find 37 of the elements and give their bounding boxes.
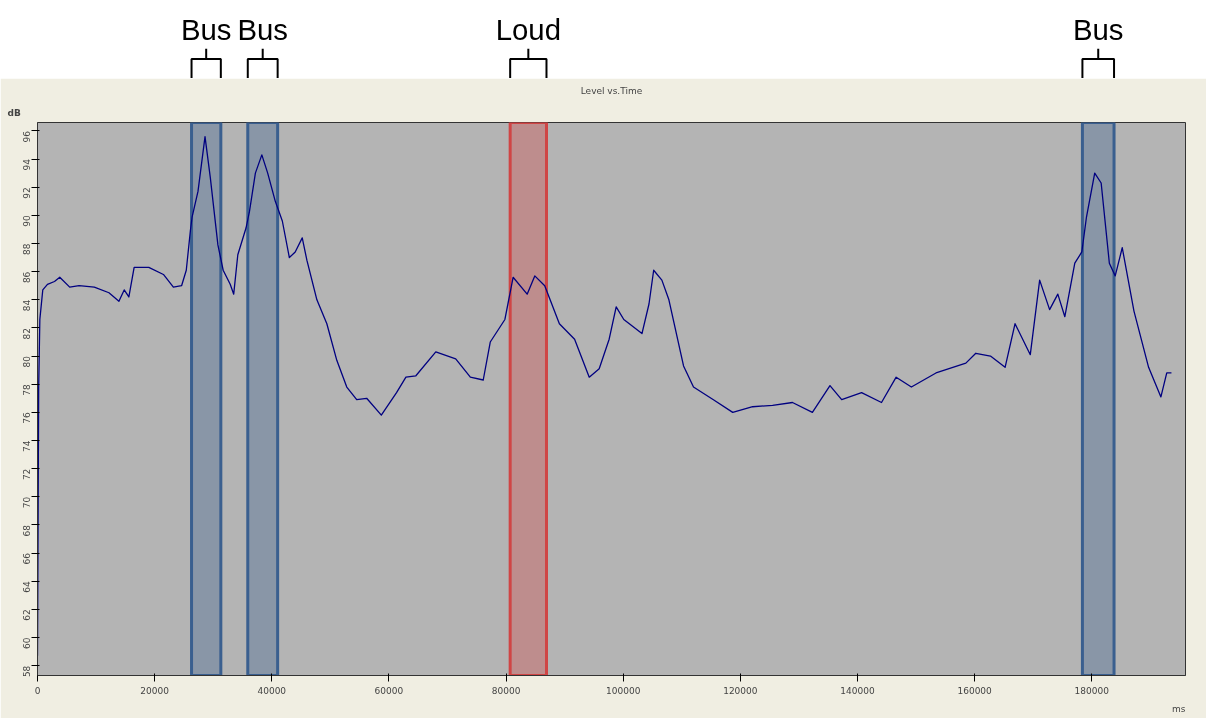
band-label: Bus xyxy=(180,12,232,46)
y-tick-label: 92 xyxy=(22,187,32,199)
y-tick-label: 80 xyxy=(22,355,32,368)
x-tick-label: 120000 xyxy=(723,685,758,696)
y-tick-label: 60 xyxy=(22,637,32,649)
y-tick-label: 62 xyxy=(22,609,32,621)
x-tick-label: 40000 xyxy=(257,685,287,696)
x-tick-label: 80000 xyxy=(491,685,521,696)
y-tick-label: 78 xyxy=(22,383,32,396)
y-tick-label: 84 xyxy=(22,299,32,312)
y-tick-label: 76 xyxy=(22,412,32,424)
y-tick-label: 74 xyxy=(22,440,32,452)
band-label: Bus xyxy=(237,12,288,46)
chart-title: Level vs.Time xyxy=(580,85,643,96)
y-tick-label: 58 xyxy=(22,665,32,678)
y-tick-label: 72 xyxy=(22,468,32,481)
x-tick-label: 160000 xyxy=(957,685,993,696)
y-tick-label: 68 xyxy=(22,524,32,537)
x-tick-label: 180000 xyxy=(1074,685,1110,696)
x-tick-label: 20000 xyxy=(140,685,170,696)
y-tick-label: 86 xyxy=(22,271,32,284)
y-tick-label: 94 xyxy=(22,158,32,171)
y-axis-title: dB xyxy=(7,107,21,118)
x-axis-title: ms xyxy=(1172,703,1186,714)
y-tick-label: 70 xyxy=(22,496,32,509)
y-tick-label: 96 xyxy=(22,130,32,143)
band-label: Loud xyxy=(495,12,561,46)
y-tick-label: 64 xyxy=(22,580,32,593)
y-tick-label: 90 xyxy=(22,215,32,227)
y-tick-label: 88 xyxy=(22,243,32,255)
band-label: Bus xyxy=(1072,12,1124,46)
x-tick-label: 100000 xyxy=(606,685,641,696)
y-tick-label: 66 xyxy=(22,552,32,565)
x-tick-label: 0 xyxy=(34,685,41,696)
y-tick-label: 82 xyxy=(22,327,32,340)
x-tick-label: 60000 xyxy=(374,685,404,696)
x-tick-label: 140000 xyxy=(840,685,875,696)
